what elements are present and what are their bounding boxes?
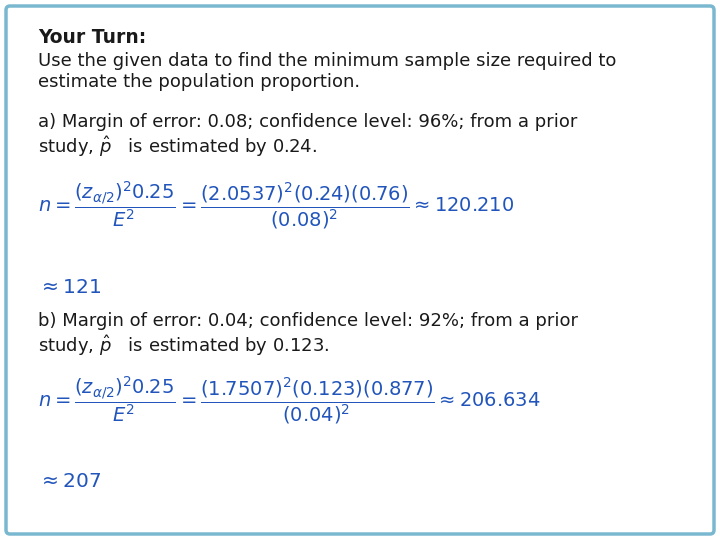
Text: $\approx 121$: $\approx 121$ xyxy=(38,278,102,297)
Text: $n = \dfrac{(z_{\alpha/2})^2 0.25}{E^2} = \dfrac{(2.0537)^2(0.24)(0.76)}{(0.08)^: $n = \dfrac{(z_{\alpha/2})^2 0.25}{E^2} … xyxy=(38,180,514,232)
Text: $\approx 207$: $\approx 207$ xyxy=(38,472,102,491)
Text: $n = \dfrac{(z_{\alpha/2})^2 0.25}{E^2} = \dfrac{(1.7507)^2(0.123)(0.877)}{(0.04: $n = \dfrac{(z_{\alpha/2})^2 0.25}{E^2} … xyxy=(38,375,541,427)
Text: study, $\hat{p}$   is estimated by 0.123.: study, $\hat{p}$ is estimated by 0.123. xyxy=(38,333,330,358)
Text: study, $\hat{p}$   is estimated by 0.24.: study, $\hat{p}$ is estimated by 0.24. xyxy=(38,134,317,159)
Text: a) Margin of error: 0.08; confidence level: 96%; from a prior: a) Margin of error: 0.08; confidence lev… xyxy=(38,113,577,131)
Text: Your Turn:: Your Turn: xyxy=(38,28,146,47)
Text: Use the given data to find the minimum sample size required to: Use the given data to find the minimum s… xyxy=(38,52,616,70)
FancyBboxPatch shape xyxy=(6,6,714,534)
Text: estimate the population proportion.: estimate the population proportion. xyxy=(38,73,360,91)
Text: b) Margin of error: 0.04; confidence level: 92%; from a prior: b) Margin of error: 0.04; confidence lev… xyxy=(38,312,578,330)
